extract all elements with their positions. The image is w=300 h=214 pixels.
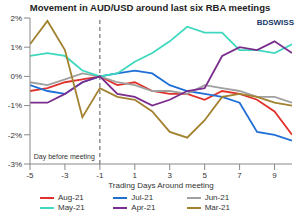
svg-text:-3: -3 [61, 171, 69, 180]
svg-text:7: 7 [237, 171, 242, 180]
svg-text:1: 1 [133, 171, 138, 180]
svg-text:Day before meeting: Day before meeting [34, 153, 95, 161]
html-text:Mar-21: Mar-21 [204, 203, 230, 212]
html-text:Apr-21: Apr-21 [131, 203, 156, 212]
html-text:Movement in AUD/USD around las: Movement in AUD/USD around last six RBA … [29, 2, 271, 13]
html-text:May-21: May-21 [58, 203, 85, 212]
svg-text:-1: -1 [96, 171, 104, 180]
svg-text:Trading Days Around meeting: Trading Days Around meeting [108, 181, 214, 190]
html-text:BDSWISS: BDSWISS [256, 18, 294, 27]
svg-text:9: 9 [272, 171, 277, 180]
html-text:Jun-21: Jun-21 [204, 193, 230, 202]
svg-text:-2%: -2% [8, 131, 22, 140]
svg-text:-3%: -3% [8, 160, 22, 169]
svg-text:2%: 2% [10, 14, 22, 23]
html-text:Jul-21: Jul-21 [131, 193, 154, 202]
html-text:Aug-21: Aug-21 [58, 193, 84, 202]
svg-text:3: 3 [168, 171, 173, 180]
svg-text:0%: 0% [10, 72, 22, 81]
svg-text:1%: 1% [10, 43, 22, 52]
svg-text:-5: -5 [26, 171, 34, 180]
svg-text:5: 5 [202, 171, 207, 180]
svg-text:-1%: -1% [8, 101, 22, 110]
